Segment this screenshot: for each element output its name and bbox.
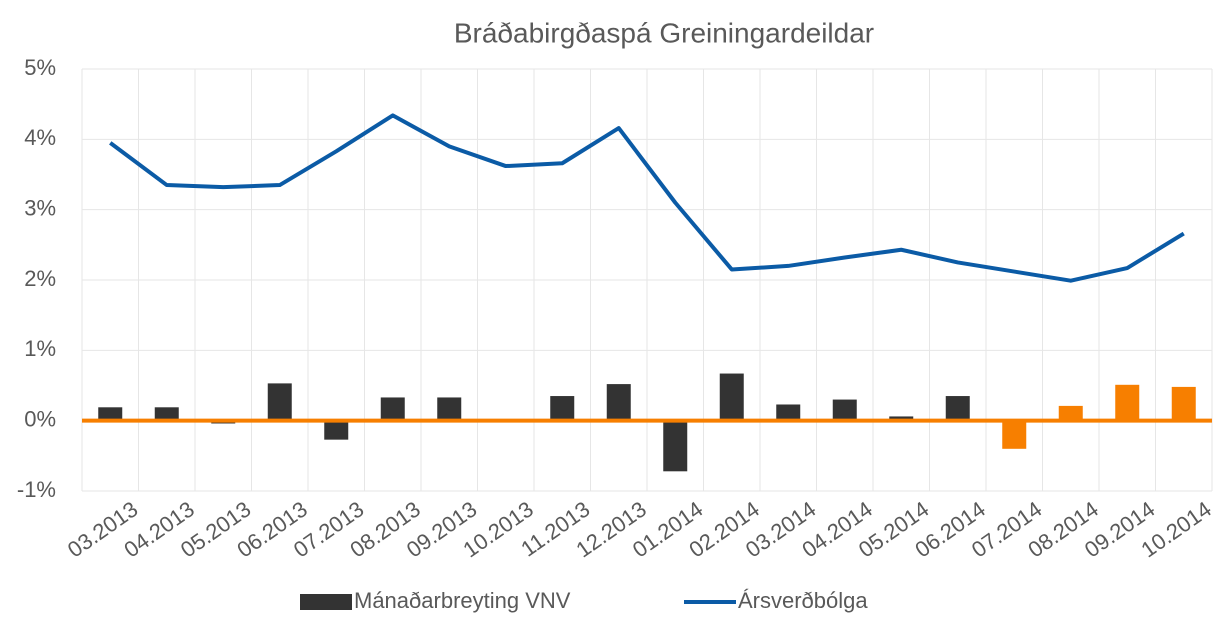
y-tick-label: 4%: [24, 125, 56, 150]
y-tick-label: 5%: [24, 55, 56, 80]
bar: [1058, 405, 1083, 421]
bar: [1171, 386, 1196, 421]
y-tick-label: -1%: [17, 477, 56, 502]
bar: [889, 416, 914, 421]
chart-title: Bráðabirgðaspá Greiningardeildar: [454, 17, 874, 48]
legend-label: Mánaðarbreyting VNV: [354, 588, 571, 613]
bar: [945, 396, 970, 421]
bar: [832, 399, 857, 421]
legend-swatch: [300, 594, 352, 610]
bar: [380, 397, 405, 421]
y-tick-label: 2%: [24, 266, 56, 291]
bar: [1115, 384, 1140, 421]
legend-label: Ársverðbólga: [738, 588, 868, 613]
y-tick-label: 0%: [24, 406, 56, 431]
y-tick-label: 3%: [24, 195, 56, 220]
bar: [719, 373, 744, 421]
bar: [154, 407, 179, 421]
bar: [1002, 420, 1027, 449]
line: [109, 113, 1185, 283]
bar: [98, 407, 123, 421]
bar: [663, 420, 688, 472]
bar: [550, 396, 575, 421]
bar: [437, 397, 462, 421]
y-tick-label: 1%: [24, 336, 56, 361]
bar: [606, 384, 631, 421]
bar: [324, 420, 349, 440]
bar: [267, 383, 292, 421]
bar: [776, 404, 801, 421]
